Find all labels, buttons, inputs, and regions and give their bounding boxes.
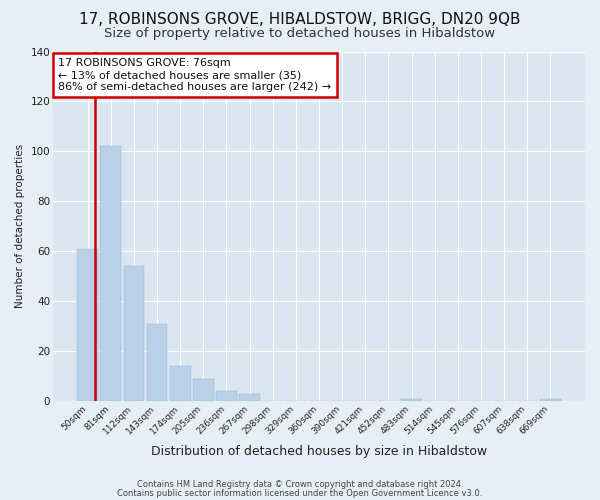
Y-axis label: Number of detached properties: Number of detached properties bbox=[15, 144, 25, 308]
Text: Contains public sector information licensed under the Open Government Licence v3: Contains public sector information licen… bbox=[118, 488, 482, 498]
Bar bbox=[239, 394, 260, 402]
X-axis label: Distribution of detached houses by size in Hibaldstow: Distribution of detached houses by size … bbox=[151, 444, 487, 458]
Bar bbox=[146, 324, 167, 402]
Bar bbox=[401, 399, 422, 402]
Bar bbox=[124, 266, 145, 402]
Text: 17, ROBINSONS GROVE, HIBALDSTOW, BRIGG, DN20 9QB: 17, ROBINSONS GROVE, HIBALDSTOW, BRIGG, … bbox=[79, 12, 521, 28]
Text: Contains HM Land Registry data © Crown copyright and database right 2024.: Contains HM Land Registry data © Crown c… bbox=[137, 480, 463, 489]
Bar bbox=[77, 249, 98, 402]
Bar bbox=[216, 392, 237, 402]
Bar bbox=[100, 146, 121, 402]
Bar bbox=[193, 379, 214, 402]
Text: 17 ROBINSONS GROVE: 76sqm
← 13% of detached houses are smaller (35)
86% of semi-: 17 ROBINSONS GROVE: 76sqm ← 13% of detac… bbox=[58, 58, 332, 92]
Bar bbox=[170, 366, 191, 402]
Bar bbox=[540, 399, 561, 402]
Text: Size of property relative to detached houses in Hibaldstow: Size of property relative to detached ho… bbox=[104, 28, 496, 40]
